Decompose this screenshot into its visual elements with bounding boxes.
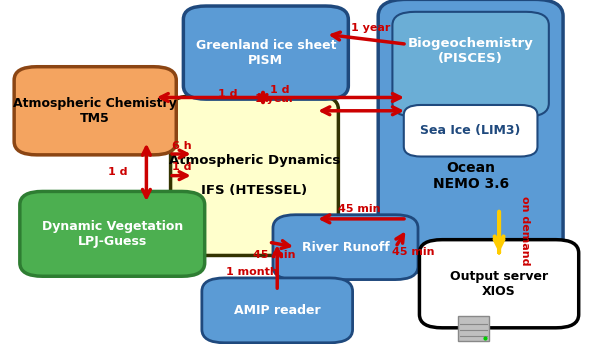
Text: 1 d: 1 d <box>271 85 290 95</box>
Text: River Runoff: River Runoff <box>302 241 389 254</box>
Text: Dynamic Vegetation
LPJ-Guess: Dynamic Vegetation LPJ-Guess <box>41 220 183 248</box>
FancyBboxPatch shape <box>419 240 579 328</box>
FancyBboxPatch shape <box>378 0 563 272</box>
Text: 45 min: 45 min <box>253 250 296 260</box>
FancyBboxPatch shape <box>273 215 418 280</box>
Text: Atmospheric Chemistry
TM5: Atmospheric Chemistry TM5 <box>13 97 177 125</box>
Text: Biogeochemistry
(PISCES): Biogeochemistry (PISCES) <box>408 37 533 65</box>
Text: on demand: on demand <box>520 196 530 265</box>
Text: 1 d: 1 d <box>172 162 192 172</box>
Bar <box>458 316 489 341</box>
Text: 1 d: 1 d <box>218 89 238 99</box>
Text: 1 year: 1 year <box>352 23 391 33</box>
Text: 45 min: 45 min <box>392 247 435 257</box>
Text: 6 h: 6 h <box>172 141 192 151</box>
Text: 1 d: 1 d <box>108 167 128 177</box>
Text: AMIP reader: AMIP reader <box>234 304 320 317</box>
Text: Output server
XIOS: Output server XIOS <box>450 270 548 298</box>
FancyBboxPatch shape <box>392 12 549 117</box>
Text: Greenland ice sheet
PISM: Greenland ice sheet PISM <box>196 39 336 67</box>
Text: 1 year: 1 year <box>254 94 294 104</box>
Text: 1 month: 1 month <box>226 267 278 277</box>
FancyBboxPatch shape <box>170 96 338 256</box>
Text: Ocean
NEMO 3.6: Ocean NEMO 3.6 <box>433 161 509 191</box>
FancyBboxPatch shape <box>202 278 353 343</box>
Text: 45 min: 45 min <box>338 204 381 214</box>
FancyBboxPatch shape <box>20 192 205 276</box>
FancyBboxPatch shape <box>184 6 349 99</box>
FancyBboxPatch shape <box>14 67 176 155</box>
Text: Atmospheric Dynamics

IFS (HTESSEL): Atmospheric Dynamics IFS (HTESSEL) <box>169 154 340 197</box>
FancyBboxPatch shape <box>404 105 538 157</box>
Text: Sea Ice (LIM3): Sea Ice (LIM3) <box>421 124 521 137</box>
